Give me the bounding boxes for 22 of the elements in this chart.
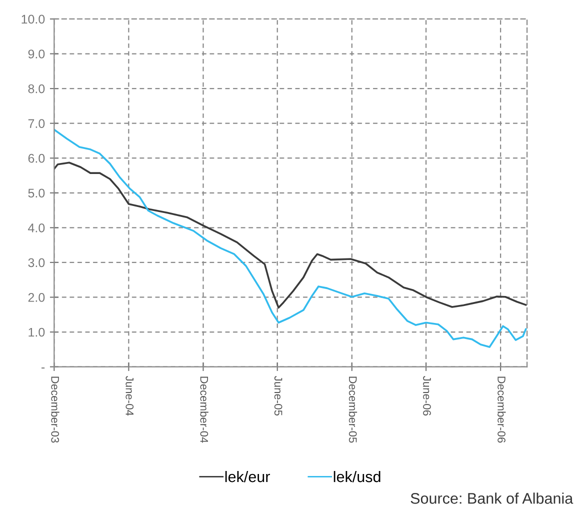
y-tick-label: 4.0 [28,223,45,232]
y-tick-label: 5.0 [28,188,45,198]
x-tick-label: December-03 [51,376,60,443]
y-tick-label: 2.0 [28,293,45,302]
y-tick-label: 8.0 [28,84,45,94]
x-tick-label: June-04 [126,376,134,416]
x-tick-label: December-04 [200,376,208,443]
source-note: Source: Bank of Albania [410,492,574,504]
y-tick-label: 3.0 [28,258,45,268]
y-tick-label: 7.0 [28,119,45,128]
line-series [54,128,527,348]
line-series [54,162,527,309]
x-tick-label: December-05 [348,376,358,443]
legend-label: lek/usd [334,470,380,482]
y-tick-label: 1.0 [28,328,45,337]
x-tick-label: June-06 [423,376,431,416]
y-tick-label: 6.0 [28,154,45,163]
legend-label: lek/eur [225,470,270,482]
x-tick-label: June-05 [274,376,282,416]
x-tick-label: December-06 [498,376,506,443]
y-tick-label: 10.0 [22,14,45,24]
y-tick-label: 9.0 [28,50,45,58]
